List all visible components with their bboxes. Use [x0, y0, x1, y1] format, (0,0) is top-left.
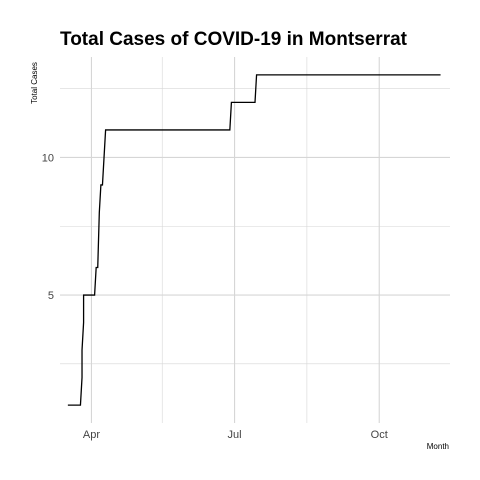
y-axis-label: Total Cases — [30, 62, 39, 104]
chart-title: Total Cases of COVID-19 in Montserrat — [60, 29, 408, 50]
x-tick-label: Apr — [83, 429, 100, 441]
x-tick-label: Jul — [228, 429, 242, 441]
y-tick-label: 10 — [42, 152, 54, 164]
x-tick-label: Oct — [371, 429, 388, 441]
x-tick-labels: Apr Jul Oct — [83, 429, 388, 441]
x-axis-label: Month — [427, 442, 449, 451]
y-tick-label: 5 — [48, 290, 54, 302]
gridlines-major — [60, 57, 450, 423]
gridlines-minor — [60, 57, 450, 423]
y-tick-labels: 5 10 — [42, 152, 54, 302]
series-line-total-cases — [67, 74, 441, 406]
